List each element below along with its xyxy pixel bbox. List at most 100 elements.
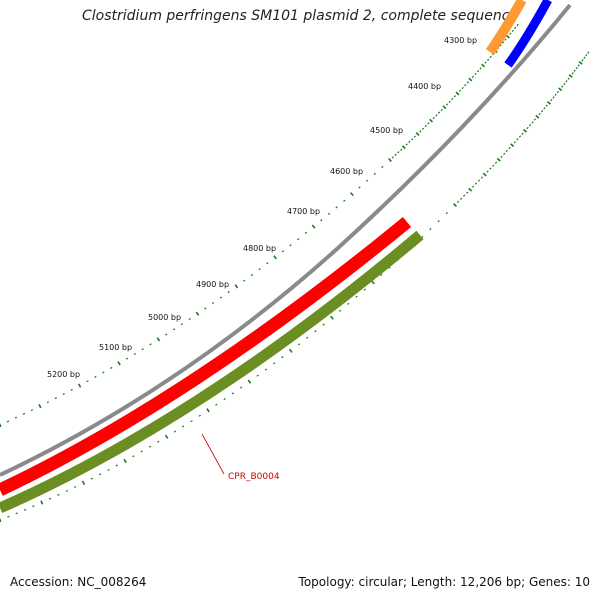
scale-tick <box>90 477 93 480</box>
scale-tick <box>581 59 584 62</box>
backbone-arc <box>0 3 572 477</box>
scale-tick <box>81 480 86 485</box>
scale-tick <box>514 26 517 30</box>
scale-tick <box>0 517 2 523</box>
scale-tick <box>242 279 246 282</box>
scale-tick <box>472 185 475 188</box>
scale-tick <box>468 77 473 82</box>
scale-tick <box>486 170 489 173</box>
scale-tick <box>281 356 284 359</box>
scale-tick <box>22 412 26 415</box>
scale-tick <box>521 132 524 135</box>
scale-label: 4900 bp <box>196 280 229 289</box>
scale-tick <box>188 317 191 321</box>
scale-label: 4400 bp <box>408 82 441 91</box>
scale-tick <box>511 29 514 32</box>
scale-tick <box>411 138 414 141</box>
scale-tick <box>554 93 557 96</box>
scale-tick <box>464 84 467 87</box>
scale-tick <box>489 55 492 59</box>
scale-tick <box>231 392 235 395</box>
scale-tick <box>558 87 563 92</box>
scale-tick <box>505 34 510 39</box>
scale-tick <box>487 58 490 61</box>
scale-tick <box>363 288 366 291</box>
scale-tick <box>115 464 118 467</box>
scale-tick <box>445 212 448 215</box>
scale-tick <box>535 114 540 119</box>
scale-label: 4800 bp <box>243 244 276 253</box>
scale-tick <box>484 61 487 64</box>
scale-tick <box>565 80 568 83</box>
scale-tick <box>388 157 392 163</box>
scale-tick <box>563 82 566 86</box>
scale-tick <box>477 179 481 182</box>
scale-tick <box>518 135 522 138</box>
scale-label: 5100 bp <box>99 343 132 352</box>
scale-label: 5000 bp <box>148 313 181 322</box>
scale-tick <box>540 110 544 113</box>
scale-tick <box>110 366 113 369</box>
scale-tick <box>508 146 511 150</box>
scale-tick <box>399 148 403 151</box>
scale-tick <box>419 130 422 133</box>
scale-tick <box>476 70 480 73</box>
gene-arrow-red[interactable] <box>0 216 412 496</box>
scale-tick <box>366 179 369 182</box>
scale-tick <box>165 333 168 336</box>
scale-tick <box>117 361 121 366</box>
scale-tick <box>509 32 512 35</box>
scale-tick <box>288 348 293 353</box>
scale-tick <box>141 348 144 351</box>
scale-tick <box>65 489 68 492</box>
scale-tick <box>556 90 560 94</box>
scale-tick <box>424 124 427 128</box>
scale-tick <box>289 244 292 247</box>
scale-tick <box>455 91 460 96</box>
scale-tick <box>405 143 408 146</box>
scale-tick <box>456 200 460 204</box>
scale-tick <box>148 445 152 448</box>
gene-arrow-blue[interactable] <box>504 0 552 68</box>
scale-tick <box>173 430 177 433</box>
scale-tick <box>247 379 252 384</box>
scale-tick <box>338 309 342 312</box>
scale-tick <box>327 212 331 215</box>
scale-tick <box>343 199 346 202</box>
scale-tick <box>461 86 464 90</box>
gene-arrow-green[interactable] <box>0 230 424 514</box>
inner-tick-ring <box>0 23 519 428</box>
scale-tick <box>479 67 482 70</box>
scale-tick <box>460 197 463 200</box>
scale-tick <box>440 108 443 112</box>
scale-tick <box>273 362 276 365</box>
scale-tick <box>453 95 457 98</box>
scale-label: 4700 bp <box>287 207 320 216</box>
gene-label-cpr-b0004[interactable]: CPR_B0004 <box>228 472 280 482</box>
scale-tick <box>575 66 578 70</box>
scale-tick <box>46 401 50 404</box>
scale-tick <box>227 290 230 294</box>
scale-label: 5200 bp <box>47 370 80 379</box>
scale-tick <box>107 468 110 471</box>
scale-tick <box>437 220 440 223</box>
scale-tick <box>215 403 218 406</box>
gene-arrow-orange[interactable] <box>485 0 527 55</box>
scale-tick <box>149 343 152 346</box>
scale-tick <box>474 182 478 185</box>
scale-tick <box>496 157 501 162</box>
scale-tick <box>38 404 42 409</box>
scale-tick <box>421 235 424 239</box>
scale-tick <box>451 97 454 101</box>
scale-tick <box>132 455 135 458</box>
scale-tick <box>577 64 580 67</box>
scale-tick <box>531 121 534 124</box>
scale-tick <box>587 51 590 54</box>
scale-tick <box>373 172 376 175</box>
gene-label-leader <box>201 433 225 475</box>
scale-tick <box>164 434 169 439</box>
scale-label: 4600 bp <box>330 167 363 176</box>
scale-tick <box>125 357 129 360</box>
scale-tick <box>445 103 449 106</box>
scale-tick <box>306 336 309 339</box>
